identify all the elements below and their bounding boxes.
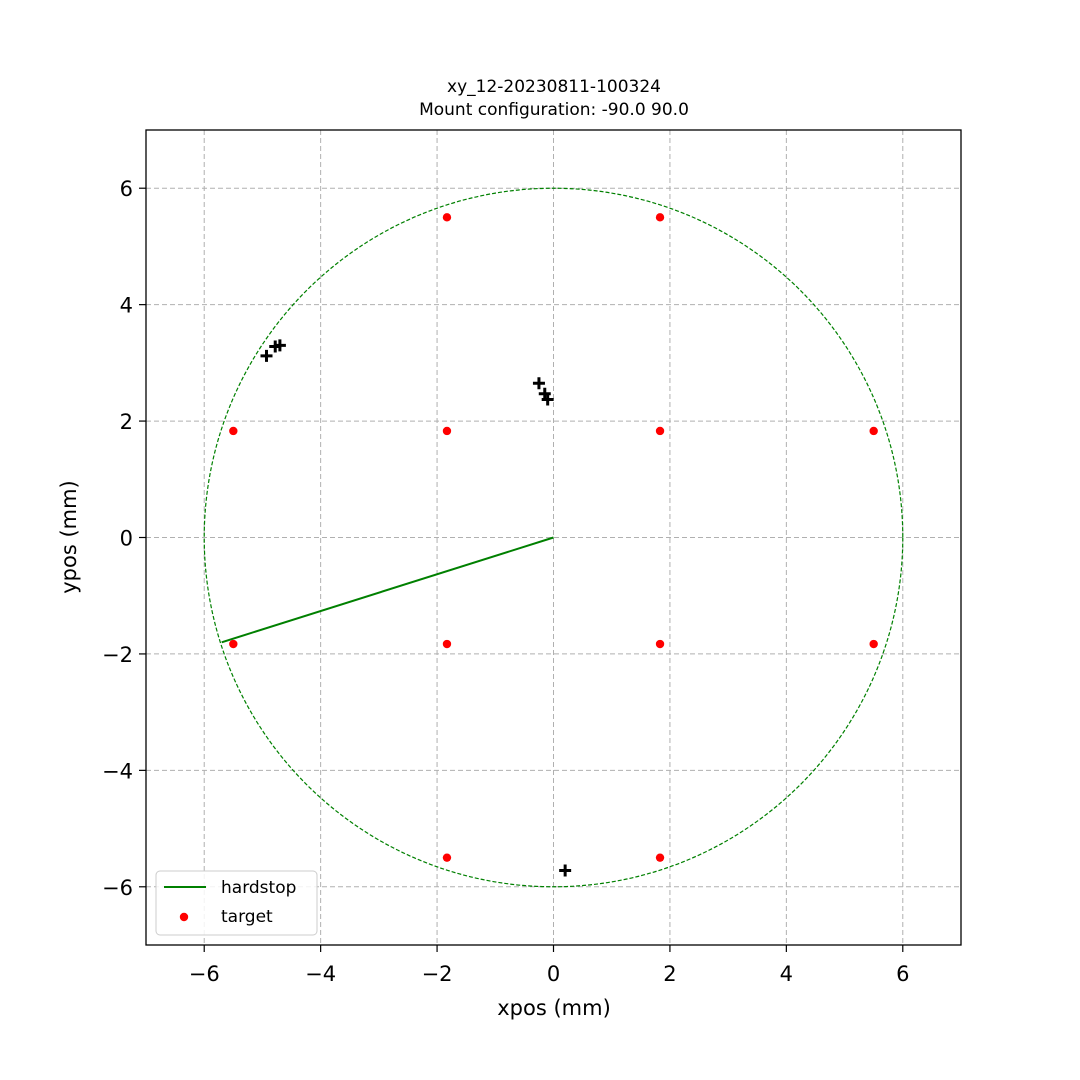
x-tick-label: −6 [189,962,220,986]
target-point [655,639,665,649]
plot-content [203,187,904,888]
chart-subtitle: Mount configuration: -90.0 90.0 [419,100,689,120]
boundary-circle [203,187,904,888]
legend-hardstop-label: hardstop [221,878,296,898]
legend-target-label: target [221,907,273,927]
measured-point [559,864,572,877]
y-tick-label: 4 [120,294,133,318]
target-point [442,426,452,436]
y-axis-label: ypos (mm) [57,480,81,594]
x-tick-label: 6 [896,962,909,986]
y-tick-label: 0 [120,527,133,551]
x-axis-label: xpos (mm) [497,996,611,1020]
measured-point [273,339,286,352]
measured-point [532,377,545,390]
measured-point [260,349,273,362]
measured-point [541,393,554,406]
target-point [442,853,452,862]
hardstop-line [221,536,554,644]
target-point [229,426,238,436]
x-tick-label: 0 [547,962,560,986]
target-point [655,853,665,862]
y-tick-label: 2 [120,410,133,434]
axis-ticks: −6 −4 −2 0 2 4 6 −6 −4 −2 0 2 4 6 [102,177,909,986]
legend-target-marker [179,912,189,922]
legend: hardstop target [155,870,318,936]
target-point [869,426,878,436]
x-tick-label: 4 [780,962,793,986]
x-tick-label: −4 [305,962,336,986]
y-tick-label: −2 [102,643,133,667]
target-point [655,426,665,436]
target-point [655,213,665,222]
target-point [442,213,452,222]
x-tick-label: 2 [663,962,676,986]
y-tick-label: −4 [102,759,133,783]
target-point [442,639,452,649]
y-tick-label: 6 [120,177,133,201]
chart-title: xy_12-20230811-100324 [447,77,661,97]
target-point [869,639,878,649]
y-tick-label: −6 [102,876,133,900]
x-tick-label: −2 [422,962,453,986]
target-point [229,639,238,649]
